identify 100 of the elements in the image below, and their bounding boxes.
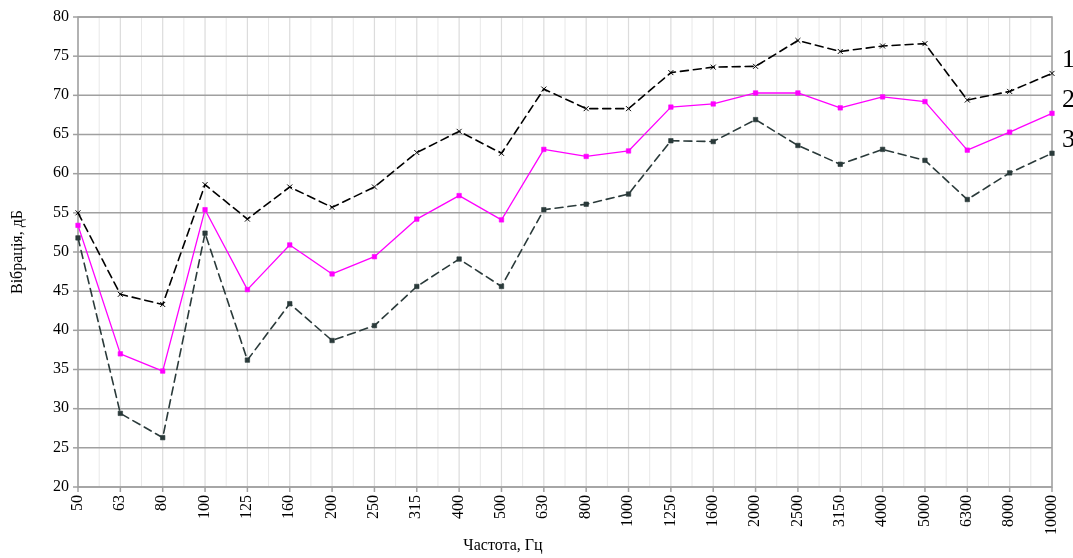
point (75, 235, 81, 241)
point (371, 183, 378, 190)
x-tick-label: 50 (67, 495, 85, 511)
point (625, 148, 632, 154)
point (795, 142, 801, 148)
x-tick-label: 125 (237, 495, 255, 519)
point (795, 90, 801, 96)
point (286, 183, 293, 190)
point (287, 242, 293, 248)
x-tick-label: 630 (533, 495, 551, 519)
point (117, 351, 123, 357)
point (794, 37, 801, 44)
x-tick-label: 500 (491, 495, 509, 519)
point (202, 230, 208, 236)
x-tick-label: 250 (364, 495, 382, 519)
point (329, 204, 336, 211)
point (160, 435, 166, 441)
x-tick-label: 800 (575, 495, 593, 519)
x-tick-label: 1600 (702, 495, 720, 527)
point (710, 139, 716, 145)
y-tick-label: 45 (53, 280, 69, 298)
y-tick-label: 35 (53, 359, 69, 377)
x-tick-label: 5000 (914, 495, 932, 527)
x-tick-label: 160 (279, 495, 297, 519)
point (541, 146, 547, 152)
point (244, 216, 251, 223)
point (583, 201, 589, 207)
point (202, 181, 209, 188)
point (244, 287, 250, 293)
point (456, 193, 462, 199)
point (371, 323, 377, 329)
point (1049, 70, 1055, 77)
point (498, 283, 505, 289)
point (498, 217, 505, 223)
point (456, 128, 463, 135)
point (541, 207, 547, 213)
point (329, 271, 335, 277)
y-tick-label: 40 (53, 320, 69, 338)
point (117, 410, 123, 416)
point (625, 105, 632, 112)
point (414, 283, 420, 289)
point (371, 254, 377, 260)
point (753, 90, 759, 96)
point (668, 138, 674, 144)
y-tick-label: 60 (53, 163, 69, 181)
x-tick-label: 8000 (999, 495, 1017, 527)
point (880, 94, 886, 100)
x-tick-label: 1000 (618, 495, 636, 527)
point (1006, 88, 1013, 95)
y-tick-label: 50 (53, 241, 69, 259)
point (1049, 110, 1055, 116)
point (583, 153, 589, 159)
y-axis-title: Вібрація, дБ (8, 209, 26, 295)
series-label: 1 (1062, 44, 1073, 74)
x-axis-title: Частота, Гц (463, 536, 544, 554)
y-tick-label: 20 (53, 476, 69, 494)
point (964, 147, 970, 153)
point (837, 48, 844, 55)
point (1007, 170, 1013, 176)
point (667, 69, 674, 76)
point (413, 149, 420, 156)
point (540, 86, 547, 93)
point (1049, 150, 1055, 156)
point (160, 368, 166, 374)
point (159, 301, 166, 308)
x-tick-label: 10000 (1041, 495, 1059, 535)
y-tick-label: 25 (53, 437, 69, 455)
point (752, 63, 759, 70)
point (75, 222, 81, 228)
point (668, 104, 674, 110)
point (964, 196, 970, 203)
series-label: 2 (1062, 84, 1073, 114)
point (922, 157, 928, 163)
x-tick-label: 3150 (829, 495, 847, 527)
x-tick-label: 6300 (956, 495, 974, 527)
x-tick-label: 200 (321, 495, 339, 519)
point (964, 97, 971, 104)
y-tick-label: 65 (53, 124, 69, 142)
y-tick-label: 55 (53, 202, 69, 220)
point (583, 105, 590, 112)
y-tick-label: 70 (53, 85, 69, 103)
point (625, 191, 632, 197)
x-tick-label: 80 (152, 495, 170, 511)
point (710, 101, 716, 107)
point (837, 105, 843, 111)
point (710, 64, 717, 71)
y-tick-label: 30 (53, 398, 69, 416)
point (880, 146, 886, 152)
x-tick-label: 400 (448, 495, 466, 519)
point (202, 207, 208, 213)
point (414, 216, 420, 222)
y-tick-label: 80 (53, 6, 69, 24)
point (1007, 129, 1013, 135)
point (753, 117, 759, 123)
point (117, 291, 124, 298)
point (456, 256, 462, 262)
x-tick-label: 1250 (660, 495, 678, 527)
x-tick-label: 100 (194, 495, 212, 519)
point (244, 357, 250, 363)
x-tick-label: 2000 (745, 495, 763, 527)
